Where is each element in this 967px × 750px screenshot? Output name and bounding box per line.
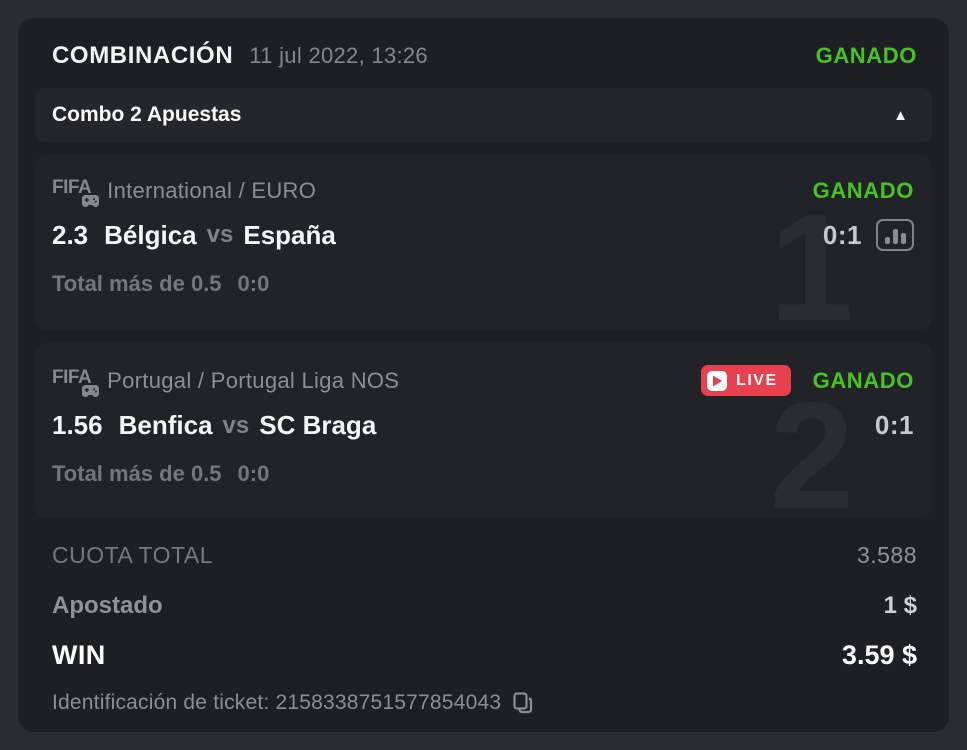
- bet-status-badge: GANADO: [812, 178, 914, 203]
- live-label: LIVE: [736, 371, 778, 389]
- collapse-up-icon[interactable]: ▲: [893, 106, 908, 124]
- bet-status-badge: GANADO: [812, 367, 914, 393]
- win-label: WIN: [52, 640, 106, 670]
- total-odds-label: CUOTA TOTAL: [52, 542, 213, 568]
- market-score: 0:0: [237, 271, 270, 296]
- ticket-header: COMBINACIÓN 11 jul 2022, 13:26 GANADO: [18, 18, 949, 88]
- ticket-status-badge: GANADO: [815, 43, 917, 68]
- bet-ticket-card: COMBINACIÓN 11 jul 2022, 13:26 GANADO Co…: [18, 18, 949, 732]
- league-name: Portugal / Portugal Liga NOS: [107, 367, 400, 393]
- away-team: SC Braga: [259, 410, 377, 440]
- live-badge: LIVE: [701, 365, 791, 396]
- home-team: Bélgica: [104, 219, 197, 250]
- league-name: International / EURO: [107, 178, 317, 203]
- copy-icon[interactable]: [513, 692, 533, 714]
- market-label: Total más de 0.5: [52, 461, 222, 486]
- away-team: España: [243, 219, 336, 250]
- ticket-datetime: 11 jul 2022, 13:26: [249, 43, 428, 68]
- bet-odds: 2.3: [52, 219, 89, 250]
- vs-label: vs: [206, 221, 234, 248]
- ticket-id-text: Identificación de ticket: 21583387515778…: [52, 691, 502, 714]
- match-score: 0:1: [874, 410, 914, 440]
- win-value: 3.59 $: [841, 640, 917, 670]
- bet-number-watermark: 1: [769, 192, 854, 330]
- market-label: Total más de 0.5: [52, 271, 222, 296]
- fifa-esports-icon: FIFA: [52, 367, 100, 397]
- combo-label: Combo 2 Apuestas: [52, 103, 242, 126]
- bet-odds: 1.56: [52, 410, 103, 440]
- bet-card-2: 2 FIFA Portugal / Portugal Liga NOS LIVE…: [35, 343, 932, 518]
- stats-chart-icon[interactable]: [876, 219, 914, 251]
- vs-label: vs: [222, 411, 250, 439]
- match-score: 0:1: [822, 219, 862, 250]
- bet-number-watermark: 2: [769, 380, 854, 518]
- ticket-summary: CUOTA TOTAL 3.588 Apostado 1 $ WIN 3.59 …: [18, 518, 949, 715]
- ticket-type-title: COMBINACIÓN: [52, 42, 234, 69]
- total-odds-value: 3.588: [856, 542, 917, 568]
- live-play-icon: [707, 370, 728, 391]
- market-score: 0:0: [237, 461, 270, 486]
- bet-card-1: 1 FIFA International / EURO GANADO 2.3 B…: [35, 155, 932, 330]
- home-team: Benfica: [118, 410, 213, 440]
- stake-value: 1 $: [883, 592, 917, 619]
- fifa-esports-icon: FIFA: [52, 177, 100, 207]
- combo-collapse-bar[interactable]: Combo 2 Apuestas ▲: [35, 88, 932, 142]
- stake-label: Apostado: [52, 592, 163, 619]
